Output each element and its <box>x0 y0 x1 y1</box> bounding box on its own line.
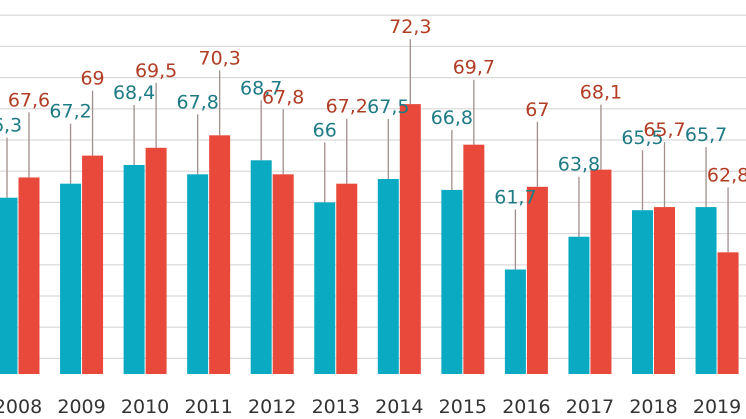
x-tick-2017: 2017 <box>566 396 614 418</box>
data-label-series-teal-2010: 68,4 <box>113 82 155 104</box>
data-label-series-teal-2008: 6,3 <box>0 115 22 137</box>
bar-series-red-2016 <box>526 186 548 374</box>
bar-series-teal-2018 <box>632 210 653 374</box>
bar-series-teal-2016 <box>504 269 526 374</box>
x-tick-2009: 2009 <box>57 396 105 418</box>
data-label-series-teal-2016: 61,7 <box>494 186 536 208</box>
data-label-series-red-2012: 67,8 <box>262 86 304 108</box>
x-tick-2012: 2012 <box>248 396 296 418</box>
data-label-series-teal-2011: 67,8 <box>176 91 218 113</box>
bar-series-red-2019 <box>717 252 739 374</box>
data-label-series-red-2011: 70,3 <box>198 47 240 69</box>
bar-series-red-2018 <box>654 207 675 374</box>
data-label-series-red-2010: 69,5 <box>135 60 177 82</box>
data-label-series-teal-2014: 67,5 <box>367 96 409 118</box>
bar-series-teal-2009 <box>60 183 82 374</box>
data-label-series-teal-2009: 67,2 <box>49 101 91 123</box>
x-tick-2019: 2019 <box>693 396 741 418</box>
data-label-series-teal-2012: 68,7 <box>240 77 282 99</box>
bar-series-red-2008 <box>18 177 40 374</box>
bar-series-red-2009 <box>82 155 104 374</box>
x-tick-2011: 2011 <box>184 396 232 418</box>
bar-series-red-2013 <box>336 183 358 374</box>
bar-series-teal-2019 <box>695 207 717 374</box>
data-label-series-red-2016: 67 <box>525 99 549 121</box>
bar-series-red-2017 <box>590 169 612 374</box>
x-tick-2018: 2018 <box>629 396 677 418</box>
x-tick-2010: 2010 <box>121 396 169 418</box>
data-label-series-teal-2013: 66 <box>313 119 337 141</box>
x-tick-2014: 2014 <box>375 396 423 418</box>
x-tick-2015: 2015 <box>439 396 487 418</box>
label-leader-lines <box>6 39 729 270</box>
bars <box>0 104 739 375</box>
data-labels: 6,367,667,26968,469,567,870,368,767,8666… <box>0 16 746 208</box>
data-label-series-red-2009: 69 <box>80 68 104 90</box>
bar-series-teal-2015 <box>441 189 463 374</box>
bar-series-teal-2010 <box>123 164 145 374</box>
x-tick-2016: 2016 <box>502 396 550 418</box>
bar-series-teal-2017 <box>568 236 590 374</box>
bar-series-teal-2012 <box>250 160 272 374</box>
data-label-series-teal-2015: 66,8 <box>431 107 473 129</box>
data-label-series-red-2008: 67,6 <box>8 89 50 111</box>
data-label-series-teal-2019: 65,7 <box>685 124 727 146</box>
data-label-series-red-2017: 68,1 <box>580 82 622 104</box>
data-label-series-red-2013: 67,2 <box>326 96 368 118</box>
bar-series-red-2012 <box>272 174 294 374</box>
data-label-series-red-2014: 72,3 <box>389 16 431 38</box>
x-tick-2013: 2013 <box>312 396 360 418</box>
data-label-series-teal-2017: 63,8 <box>558 154 600 176</box>
x-axis-ticks: 2008 2009 2010 2011 2012 2013 2014 2015 2016 2017… <box>0 396 741 418</box>
bar-series-red-2015 <box>463 144 485 374</box>
data-label-series-red-2019: 62,8 <box>707 164 746 186</box>
bar-series-red-2014 <box>399 104 421 375</box>
bar-series-teal-2011 <box>187 174 209 374</box>
bar-series-teal-2013 <box>314 202 336 374</box>
data-label-series-teal-2018: 65,5 <box>621 127 663 149</box>
data-label-series-red-2015: 69,7 <box>453 57 495 79</box>
data-label-series-red-2018: 65,7 <box>643 119 685 141</box>
x-tick-2008: 2008 <box>0 396 42 418</box>
bar-series-red-2011 <box>209 135 231 374</box>
bar-series-teal-2008 <box>0 197 18 374</box>
bar-series-teal-2014 <box>377 179 399 374</box>
bar-series-red-2010 <box>145 147 167 374</box>
